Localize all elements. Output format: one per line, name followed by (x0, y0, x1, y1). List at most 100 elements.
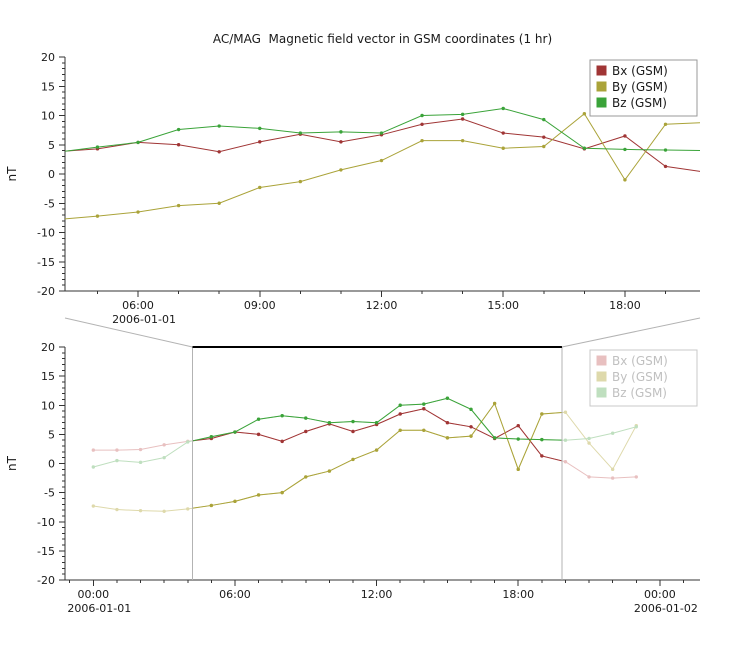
x-tick-label: 06:00 (122, 299, 154, 312)
series-marker-bx-gsm (351, 429, 355, 434)
series-marker-by-gsm (138, 508, 143, 513)
series-marker-bz-gsm (280, 414, 284, 418)
series-marker-bx-gsm (138, 447, 143, 452)
series-marker-by-gsm (115, 507, 119, 512)
legend-label-bz-gsm: Bz (GSM) (612, 96, 667, 110)
series-marker-by-gsm (623, 178, 627, 182)
series-marker-bx-gsm (422, 407, 426, 411)
y-tick-label: 0 (48, 458, 55, 471)
y-tick-label: -20 (37, 285, 55, 298)
series-marker-bx-gsm (610, 476, 615, 480)
series-marker-by-gsm (501, 146, 505, 150)
series-marker-by-gsm (582, 112, 587, 116)
series-marker-by-gsm (540, 412, 544, 416)
series-marker-bx-gsm (542, 135, 546, 139)
series-marker-by-gsm (256, 493, 261, 497)
y-tick-label: 20 (41, 341, 55, 354)
series-marker-bx-gsm (176, 143, 181, 147)
y-tick-label: -10 (37, 516, 55, 529)
series-marker-bz-gsm (95, 145, 100, 149)
overview-window-series (192, 396, 562, 509)
series-marker-bx-gsm (460, 117, 465, 121)
series-marker-bz-gsm (256, 417, 261, 421)
series-marker-by-gsm (233, 499, 237, 504)
chart-title: AC/MAG Magnetic field vector in GSM coor… (213, 32, 552, 46)
series-marker-bx-gsm (663, 164, 668, 169)
series-marker-bz-gsm (540, 437, 544, 442)
legend-swatch-bz-gsm (596, 387, 607, 398)
y-axis-title-zoom: nT (5, 166, 19, 182)
series-marker-bz-gsm (176, 127, 181, 132)
y-tick-label: -15 (37, 256, 55, 269)
series-marker-by-gsm (55, 218, 58, 221)
series-marker-by-gsm (327, 469, 332, 473)
y-tick-label: 0 (48, 168, 55, 181)
zoom-series (55, 106, 700, 221)
y-tick-label: -10 (37, 227, 55, 240)
series-marker-bz-gsm (469, 407, 473, 412)
series-marker-bx-gsm (516, 423, 520, 428)
series-marker-by-gsm (516, 467, 520, 472)
series-marker-bz-gsm (258, 126, 262, 131)
x-tick-label: 00:00 (644, 588, 676, 601)
series-marker-bz-gsm (136, 140, 140, 145)
series-marker-bx-gsm (540, 454, 544, 458)
series-marker-by-gsm (469, 434, 473, 438)
series-marker-bz-gsm (422, 402, 426, 406)
series-marker-by-gsm (176, 203, 181, 208)
x-date-label: 2006-01-01 (112, 313, 176, 326)
series-marker-bz-gsm (492, 436, 497, 440)
series-marker-by-gsm (460, 138, 465, 143)
legend-zoom: Bx (GSM) By (GSM) Bz (GSM) (589, 59, 698, 117)
legend-label-bx-gsm: Bx (GSM) (612, 64, 668, 78)
x-tick-label: 15:00 (487, 299, 519, 312)
series-marker-bz-gsm (563, 438, 568, 442)
legend-swatch-by-gsm (596, 81, 607, 92)
series-marker-bz-gsm (460, 112, 465, 117)
series-marker-bz-gsm (186, 440, 190, 444)
panel-zoom: AC/MAG Magnetic field vector in GSM coor… (5, 32, 700, 326)
series-marker-bz-gsm (420, 113, 424, 118)
x-date-label: 2006-01-02 (634, 602, 698, 615)
series-marker-bz-gsm (374, 421, 379, 425)
series-marker-by-gsm (610, 467, 615, 472)
x-tick-label: 12:00 (366, 299, 398, 312)
series-marker-bx-gsm (634, 475, 638, 479)
legend-box-overview (589, 349, 698, 407)
series-marker-bz-gsm (351, 419, 355, 424)
legend-label-bx-gsm: Bx (GSM) (612, 354, 668, 368)
series-marker-by-gsm (209, 503, 214, 508)
series-marker-bz-gsm (115, 458, 119, 463)
series-marker-bz-gsm (542, 117, 546, 122)
series-marker-bx-gsm (91, 448, 96, 452)
series-marker-by-gsm (339, 168, 343, 172)
legend-overview: Bx (GSM) By (GSM) Bz (GSM) (589, 349, 698, 407)
legend-label-bz-gsm: Bz (GSM) (612, 386, 667, 400)
series-marker-by-gsm (379, 158, 384, 163)
series-marker-bz-gsm (445, 396, 450, 400)
y-tick-label: -5 (44, 487, 55, 500)
series-marker-by-gsm (162, 509, 166, 513)
series-marker-bx-gsm (217, 150, 221, 154)
x-tick-label: 12:00 (361, 588, 393, 601)
series-marker-bx-gsm (115, 448, 119, 452)
series-marker-by-gsm (351, 457, 355, 462)
series-marker-bx-gsm (280, 439, 284, 444)
y-tick-label: 5 (48, 139, 55, 152)
series-marker-by-gsm (91, 504, 96, 508)
zoom-connector-left (64, 317, 193, 348)
series-marker-bz-gsm (233, 430, 237, 434)
legend-label-by-gsm: By (GSM) (612, 80, 668, 94)
series-marker-by-gsm (445, 436, 450, 440)
series-marker-bz-gsm (663, 148, 668, 152)
series-marker-bx-gsm (398, 412, 402, 416)
legend-label-by-gsm: By (GSM) (612, 370, 668, 384)
series-marker-by-gsm (492, 401, 497, 406)
series-marker-bz-gsm (217, 124, 221, 128)
series-marker-bz-gsm (304, 416, 308, 420)
series-marker-bx-gsm (501, 131, 505, 135)
x-tick-label: 09:00 (244, 299, 276, 312)
